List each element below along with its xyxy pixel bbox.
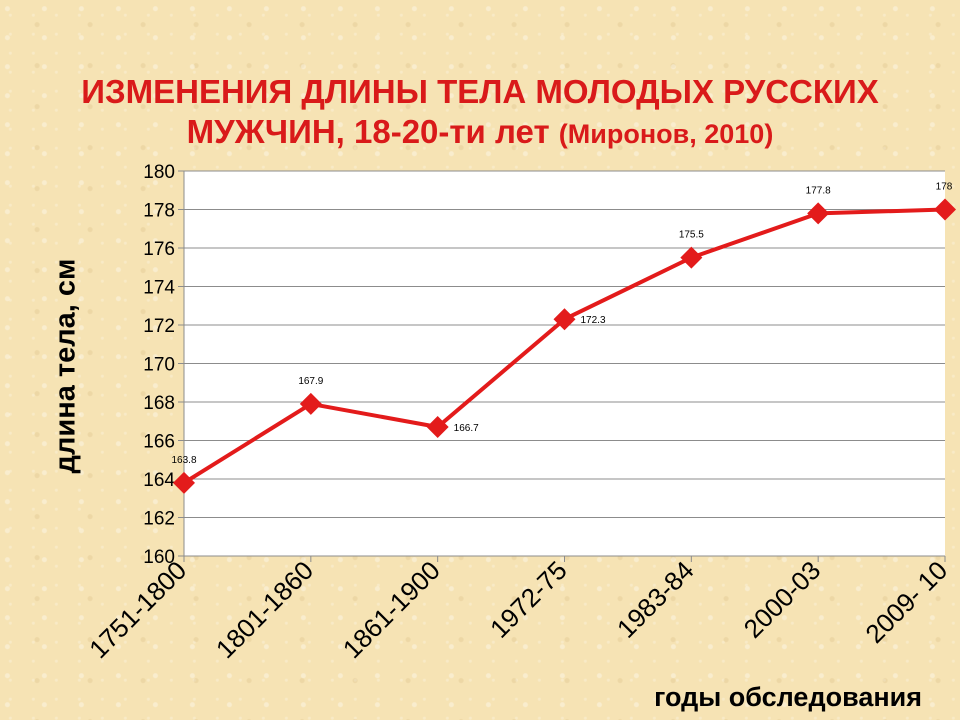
x-tick-label: 1861-1900: [337, 555, 446, 664]
title-subject: МУЖЧИН, 18-20-ти лет: [186, 113, 550, 150]
data-label: 172.3: [581, 315, 606, 326]
data-point: [426, 416, 449, 439]
chart-title: ИЗМЕНЕНИЯ ДЛИНЫ ТЕЛА МОЛОДЫХ РУССКИХ МУЖ…: [0, 72, 960, 154]
y-tick-label: 170: [143, 355, 175, 376]
data-point: [173, 471, 195, 494]
data-label: 175.5: [679, 230, 704, 241]
data-point: [553, 308, 576, 331]
y-tick-label: 172: [143, 316, 175, 337]
x-tick-label: 1983-84: [611, 555, 700, 644]
data-point: [680, 246, 703, 269]
y-tick-label: 168: [143, 393, 175, 414]
data-point: [299, 392, 322, 415]
x-tick-label: 1801-1860: [210, 555, 319, 664]
data-label: 167.9: [298, 376, 323, 387]
x-tick-label: 2000-03: [738, 555, 827, 644]
data-point: [934, 198, 956, 221]
y-tick-label: 164: [143, 470, 175, 491]
y-tick-label: 180: [143, 162, 175, 183]
y-tick-label: 166: [143, 432, 175, 453]
data-point: [807, 202, 830, 225]
y-tick-label: 174: [143, 278, 175, 299]
data-label: 166.7: [454, 423, 479, 434]
data-label: 178: [936, 182, 953, 193]
y-tick-label: 176: [143, 239, 175, 260]
x-axis-label: годы обследования: [654, 682, 922, 712]
data-label: 163.8: [171, 455, 196, 466]
data-label: 177.8: [806, 185, 831, 196]
title-line-1: ИЗМЕНЕНИЯ ДЛИНЫ ТЕЛА МОЛОДЫХ РУССКИХ: [81, 73, 879, 110]
y-tick-label: 162: [143, 509, 175, 530]
title-line-2: МУЖЧИН, 18-20-ти лет (Миронов, 2010): [0, 112, 960, 154]
y-tick-label: 178: [143, 201, 175, 222]
x-tick-label: 2009- 10: [859, 555, 953, 649]
x-tick-label: 1972-75: [484, 555, 573, 644]
y-tick-label: 160: [143, 547, 175, 568]
x-tick-label: 1751-1800: [83, 555, 192, 664]
title-source: (Миронов, 2010): [558, 119, 774, 149]
